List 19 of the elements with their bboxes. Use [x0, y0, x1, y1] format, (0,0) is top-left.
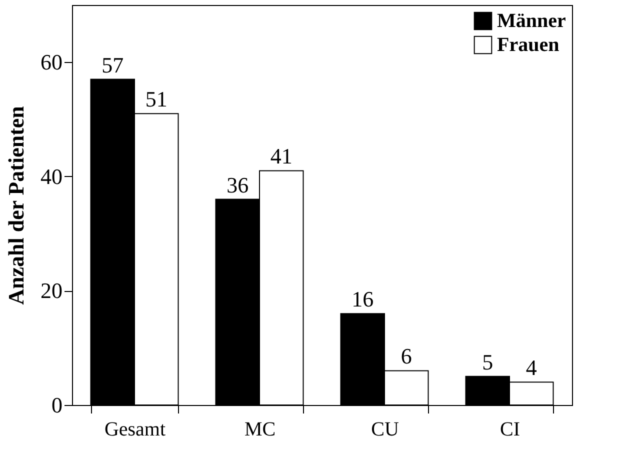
data-label: 16 — [352, 286, 374, 312]
x-tick-label: CU — [371, 418, 400, 440]
y-tick-label: 20 — [40, 278, 62, 304]
y-tick-label: 0 — [52, 392, 62, 418]
data-label: 4 — [526, 355, 537, 380]
legend-label: Männer — [497, 10, 566, 32]
legend-label: Frauen — [497, 34, 560, 56]
data-label: 36 — [226, 172, 249, 198]
y-tick-label: 60 — [40, 50, 62, 75]
y-tick-label: 40 — [40, 164, 62, 189]
data-label: 51 — [145, 86, 168, 112]
x-tick-label: MC — [244, 418, 276, 440]
data-label: 41 — [270, 144, 292, 169]
y-axis-title: Anzahl der Patienten — [4, 106, 28, 305]
x-tick-label: CI — [500, 418, 520, 440]
data-label: 6 — [400, 344, 412, 369]
x-tick-label: Gesamt — [104, 418, 166, 440]
data-label: 5 — [482, 349, 494, 374]
data-label: 57 — [102, 52, 124, 78]
